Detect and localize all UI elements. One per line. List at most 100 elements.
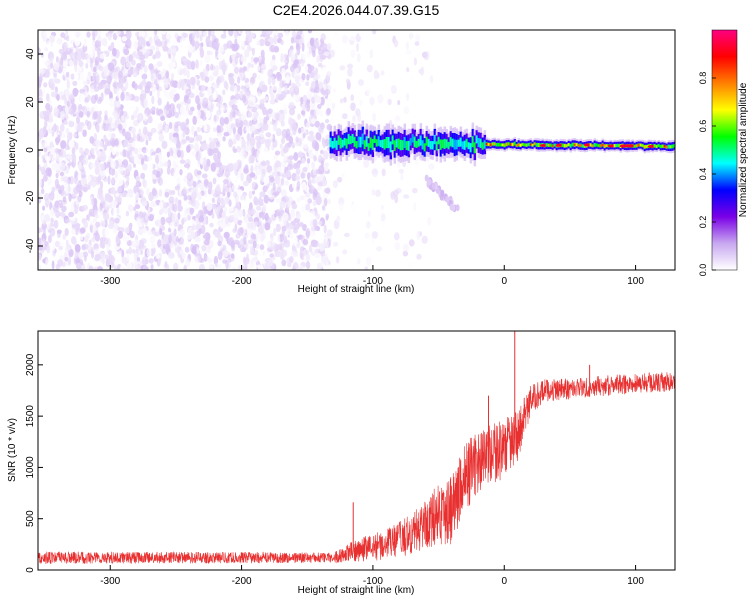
heatmap-cell — [291, 30, 297, 38]
heatmap-cell — [158, 189, 163, 197]
heatmap-cell — [657, 143, 661, 148]
heatmap-cell — [116, 88, 120, 99]
heatmap-cell — [66, 154, 73, 160]
y-tick-label: 0 — [25, 147, 36, 153]
heatmap-cell — [81, 177, 88, 185]
heatmap-cell — [243, 180, 249, 187]
heatmap-cell — [118, 70, 123, 79]
heatmap-cell — [205, 110, 211, 119]
heatmap-cell — [69, 52, 76, 60]
heatmap-cell — [217, 240, 222, 247]
heatmap-cell — [523, 143, 527, 147]
heatmap-cell — [44, 47, 48, 52]
heatmap-cell — [100, 53, 107, 60]
heatmap-cell — [62, 53, 67, 61]
heatmap-cell — [285, 54, 289, 62]
heatmap-cell — [104, 138, 109, 147]
x-tick-label: -300 — [100, 276, 120, 287]
heatmap-cell — [209, 65, 216, 71]
heatmap-cell — [180, 121, 187, 132]
heatmap-cell — [76, 53, 82, 62]
heatmap-cell — [86, 111, 90, 118]
heatmap-cell — [86, 31, 91, 38]
heatmap-cell — [58, 215, 63, 224]
heatmap-cell — [204, 54, 211, 64]
heatmap-cell — [173, 262, 179, 270]
heatmap-cell — [43, 114, 50, 122]
heatmap-cell — [133, 206, 137, 211]
heatmap-cell — [400, 173, 404, 181]
heatmap-cell — [75, 200, 79, 206]
heatmap-cell — [291, 172, 297, 182]
heatmap-cell — [310, 81, 317, 90]
heatmap-cell — [228, 199, 232, 207]
heatmap-cell — [64, 218, 71, 224]
heatmap-cell — [275, 223, 281, 233]
heatmap-cell — [171, 189, 176, 196]
snr-y-ticks: 0 500 1000 1500 2000 — [25, 353, 43, 573]
heatmap-cell — [427, 216, 432, 226]
heatmap-cell — [49, 34, 55, 43]
colorbar-tick-label: 0.4 — [698, 168, 708, 181]
heatmap-cell — [358, 79, 364, 86]
heatmap-cell — [78, 252, 84, 259]
heatmap-cell — [125, 210, 130, 217]
heatmap-cell — [96, 155, 103, 161]
heatmap-cell — [92, 217, 97, 223]
heatmap-cell — [88, 208, 94, 216]
heatmap-cell — [240, 114, 247, 122]
heatmap-cell — [579, 144, 583, 147]
heatmap-cell — [406, 92, 410, 102]
heatmap-cell — [249, 41, 257, 49]
heatmap-cell — [164, 124, 169, 134]
heatmap-cell — [613, 144, 617, 148]
heatmap-cell — [665, 145, 669, 149]
heatmap-cell — [641, 144, 645, 147]
spectrogram-x-label: Height of straight line (km) — [298, 284, 415, 295]
heatmap-cell — [219, 193, 223, 199]
heatmap-cell — [50, 217, 54, 224]
heatmap-cell — [381, 204, 384, 210]
heatmap-cell — [211, 212, 215, 219]
heatmap-cell — [96, 99, 102, 104]
heatmap-cell — [93, 75, 98, 84]
heatmap-cell — [149, 235, 156, 244]
heatmap-cell — [71, 224, 75, 229]
heatmap-cell — [375, 164, 382, 170]
heatmap-cell — [49, 141, 54, 148]
heatmap-cell — [50, 78, 56, 84]
heatmap-cell — [323, 83, 327, 91]
heatmap-cell — [326, 43, 332, 51]
heatmap-cell — [351, 134, 355, 143]
heatmap-cell — [157, 97, 162, 106]
heatmap-cell — [60, 184, 65, 192]
heatmap-cell — [141, 79, 146, 87]
heatmap-cell — [405, 161, 411, 170]
heatmap-cell — [347, 133, 351, 145]
heatmap-cell — [421, 140, 425, 150]
heatmap-cell — [189, 207, 194, 215]
heatmap-cell — [272, 85, 278, 91]
heatmap-cell — [139, 120, 143, 127]
heatmap-cell — [336, 215, 341, 222]
heatmap-cell — [276, 234, 281, 244]
heatmap-cell — [291, 90, 294, 98]
heatmap-cell — [312, 49, 316, 58]
heatmap-cell — [42, 126, 47, 134]
heatmap-cell — [41, 87, 46, 95]
heatmap-cell — [583, 144, 587, 148]
heatmap-cell — [394, 232, 400, 241]
heatmap-cell — [507, 142, 511, 146]
heatmap-cell — [428, 163, 435, 170]
heatmap-cell — [117, 168, 124, 175]
heatmap-cell — [577, 144, 581, 147]
heatmap-cell — [151, 110, 156, 115]
heatmap-cell — [377, 94, 384, 104]
heatmap-cell — [324, 197, 328, 207]
heatmap-cell — [298, 78, 302, 83]
heatmap-cell — [323, 150, 329, 160]
heatmap-cell — [402, 250, 409, 257]
heatmap-cell — [53, 73, 57, 79]
heatmap-cell — [230, 253, 235, 259]
heatmap-cell — [265, 132, 272, 138]
